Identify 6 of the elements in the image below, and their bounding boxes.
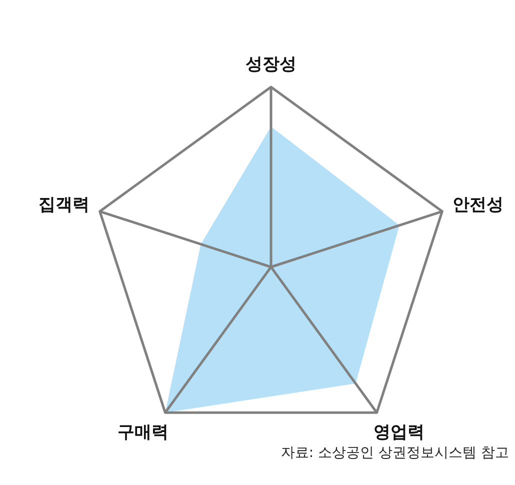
- spoke-label: 집객력: [38, 195, 90, 216]
- spoke-label: 성장성: [246, 54, 296, 75]
- text: 자료: 소상공인 상권정보시스템 참고: [280, 445, 509, 461]
- spoke-label: 영업력: [373, 422, 424, 443]
- spoke-label: 안전성: [452, 195, 504, 216]
- spoke-label: 구매력: [118, 422, 169, 443]
